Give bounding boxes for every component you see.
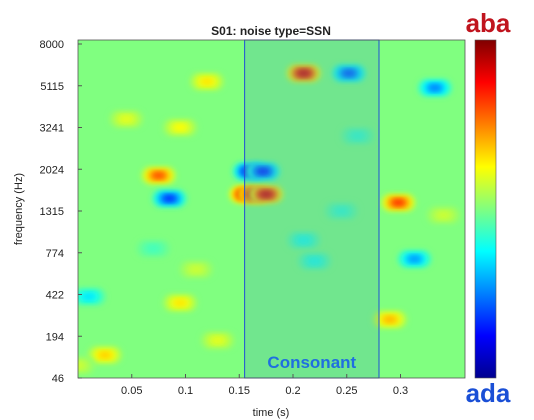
y-tick-label-2: 422: [46, 290, 64, 302]
heatmap-blob-24-layer-3: [190, 266, 203, 273]
heatmap-blob-13-layer-3: [98, 352, 111, 359]
heatmap-blob-27-layer-3: [78, 362, 84, 369]
x-tick-label-3: 0.2: [285, 385, 300, 397]
heatmap-blob-23-layer-3: [351, 132, 364, 139]
heatmap-blob-25-layer-3: [437, 212, 450, 219]
heatmap-blob-10-layer-3: [428, 84, 441, 91]
y-tick-label-1: 194: [46, 331, 64, 343]
x-axis-label: time (s): [253, 407, 290, 419]
heatmap-blob-19-layer-3: [308, 258, 321, 265]
heatmap-blob-15-layer-3: [174, 299, 187, 306]
colorbar: [474, 39, 497, 379]
plot-frame: [77, 39, 466, 379]
heatmap-blob-14-layer-3: [82, 293, 95, 300]
heatmap-blob-2-layer-3: [260, 191, 273, 198]
y-tick-label-8: 8000: [40, 39, 64, 51]
heatmap-blob-12-layer-3: [383, 316, 396, 323]
heatmap-blob-4-layer-3: [256, 168, 269, 175]
y-axis-label: frequency (Hz): [13, 173, 25, 245]
y-tick-label-5: 2024: [40, 164, 64, 176]
x-tick-label-5: 0.3: [393, 385, 408, 397]
heatmap-blob-20-layer-3: [297, 237, 310, 244]
y-tick-label-3: 774: [46, 248, 64, 260]
x-tick-label-0: 0.05: [121, 385, 142, 397]
consonant-label: Consonant: [267, 353, 356, 372]
heatmap-blob-5-layer-3: [297, 70, 310, 77]
y-axis: 46 194 422 774 1315 2024 3241 5115 8000: [40, 39, 82, 385]
y-tick-label-7: 5115: [40, 81, 64, 93]
y-tick-label-0: 46: [52, 373, 64, 385]
heatmap-blob-16-layer-3: [201, 78, 213, 85]
heatmap-blob-6-layer-3: [342, 70, 355, 77]
x-axis: 0.05 0.1 0.15 0.2 0.25 0.3: [121, 374, 408, 397]
y-tick-label-6: 3241: [40, 123, 64, 135]
colorbar-top-label: aba: [466, 8, 511, 38]
x-tick-label-2: 0.15: [229, 385, 250, 397]
heatmap-blob-18-layer-3: [120, 116, 133, 123]
x-tick-label-4: 0.25: [336, 385, 357, 397]
heatmap-blob-11-layer-3: [408, 256, 421, 262]
colorbar-bottom-label: ada: [466, 378, 511, 408]
heatmap-blob-8-layer-3: [163, 195, 176, 202]
chart-title: S01: noise type=SSN: [211, 24, 331, 38]
heatmap-blob-22-layer-3: [211, 337, 224, 344]
x-tick-label-1: 0.1: [178, 385, 193, 397]
heatmap-blob-7-layer-3: [152, 172, 165, 179]
consonant-region: [244, 39, 380, 379]
heatmap-blob-9-layer-3: [392, 199, 405, 206]
heatmap-blob-26-layer-3: [147, 245, 160, 252]
heatmap-cells: [78, 64, 461, 374]
heatmap-blob-21-layer-3: [335, 208, 348, 214]
y-tick-label-4: 1315: [40, 206, 64, 218]
heatmap-blob-17-layer-3: [174, 124, 187, 131]
